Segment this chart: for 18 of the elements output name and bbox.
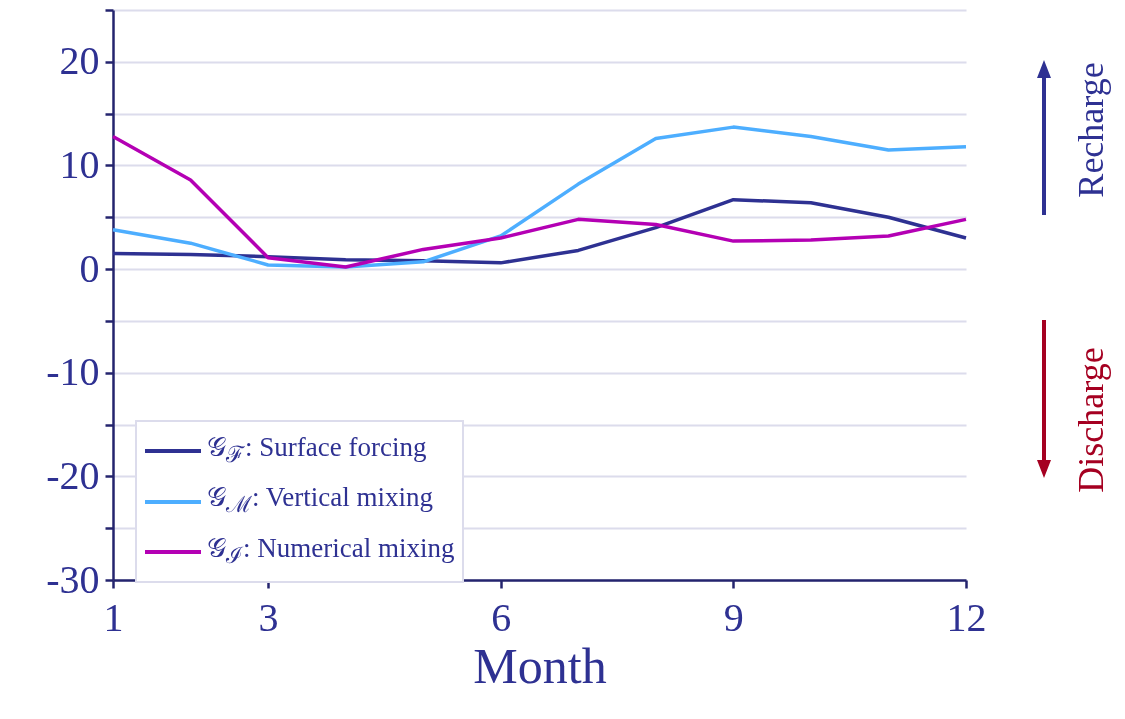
x-tick-label: 3 <box>258 594 279 640</box>
y-tick-label: -20 <box>46 452 100 498</box>
x-tick-label: 12 <box>946 594 987 640</box>
legend-label: 𝒢$_{ℐ}$: Numerical mixing <box>207 531 455 571</box>
line-series <box>111 197 968 265</box>
legend-label: 𝒢$_{ℳ}$: Vertical mixing <box>207 481 433 520</box>
x-tick-label: 1 <box>103 594 124 640</box>
x-tick-label: 6 <box>491 594 512 640</box>
y-tick-label: 0 <box>79 245 100 291</box>
y-tick-label: -10 <box>46 349 100 395</box>
y-tick-label: -30 <box>46 556 100 602</box>
y-tick-label: 10 <box>59 141 100 187</box>
x-axis-title: Month <box>473 637 607 694</box>
y-tick-label: 20 <box>59 38 100 84</box>
x-tick-label: 9 <box>723 594 744 640</box>
text: Recharge <box>1069 62 1112 198</box>
text: Discharge <box>1069 347 1112 493</box>
legend-label: 𝒢$_{ℱ}$: Surface forcing <box>207 431 427 470</box>
